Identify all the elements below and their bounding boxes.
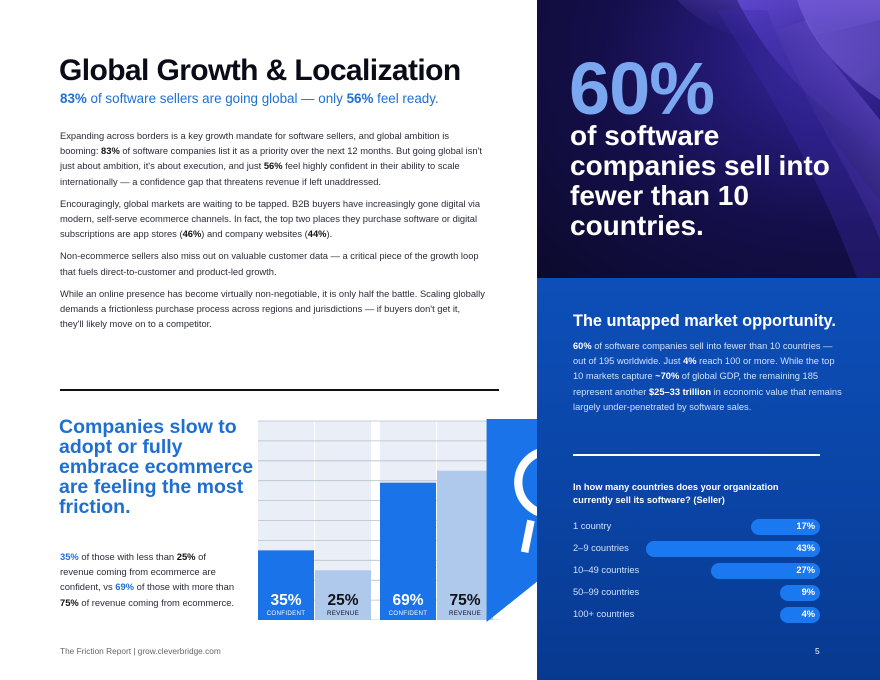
text: of revenue coming from ecommerce are con… <box>60 551 216 593</box>
bar-category: REVENUE <box>448 610 481 617</box>
countries-row-bar: 17% <box>751 519 820 535</box>
countries-row-value: 4% <box>801 609 815 619</box>
countries-row-bar: 27% <box>710 563 820 579</box>
text: of software companies list it as a prior… <box>60 146 482 172</box>
page-number: 5 <box>815 646 820 656</box>
body-paragraph-3: Non-ecommerce sellers also miss out on v… <box>60 251 479 277</box>
stat: 75% <box>60 596 79 608</box>
subtitle-pct-2: 56% <box>346 91 374 106</box>
bar-label-1: 35% CONFIDENT <box>258 592 314 618</box>
countries-row-label: 2–9 countries <box>573 543 629 553</box>
bar-1 <box>258 550 314 620</box>
text: of revenue coming from ecommerce. <box>78 596 235 608</box>
bar-4 <box>437 470 493 620</box>
stat: 4% <box>683 356 697 367</box>
countries-row-label: 10–49 countries <box>573 565 640 575</box>
stat: 46% <box>182 229 202 240</box>
callout-text: 35% of those with less than 25% of reven… <box>60 549 238 610</box>
page-subtitle: 83% of software sellers are going global… <box>60 91 439 106</box>
text: Expanding across borders is a key growth… <box>60 131 450 157</box>
bar-3 <box>380 482 436 620</box>
bar-label-4: 75% REVENUE <box>437 592 493 618</box>
text: of global GDP, the remaining 185 represe… <box>573 371 819 397</box>
stat: 56% <box>263 161 283 172</box>
ecommerce-confidence-chart: 35% CONFIDENT 25% REVENUE 69% CONFIDENT 75% REV… <box>252 417 614 622</box>
hero-stat-panel: 60% of software companies sell into fewe… <box>537 0 880 278</box>
subtitle-text-2: feel ready. <box>373 91 439 106</box>
countries-row-value: 9% <box>801 587 815 597</box>
countries-row-value: 43% <box>796 543 815 553</box>
panel-text: 60% of software companies sell into fewe… <box>573 339 843 415</box>
countries-row: 50–99 countries 9% <box>573 585 820 601</box>
countries-row-value: 17% <box>796 521 815 531</box>
chart-canvas <box>258 420 500 620</box>
footer-text: The Friction Report | grow.cleverbridge.… <box>60 646 221 656</box>
countries-row-bar: 9% <box>780 585 820 601</box>
text: ) and company websites ( <box>201 229 308 240</box>
subtitle-text-1: of software sellers are going global — o… <box>86 91 347 106</box>
bar-category: CONFIDENT <box>266 610 306 617</box>
survey-question: In how many countries does your organiza… <box>573 482 779 505</box>
text: of software companies sell into fewer th… <box>573 341 833 367</box>
stat: 60% <box>573 341 592 351</box>
bar-category: REVENUE <box>326 610 359 617</box>
abstract-swirl-graphic <box>677 0 880 278</box>
countries-row: 2–9 countries 43% <box>573 541 820 557</box>
bar-value: 75% <box>449 592 481 609</box>
countries-row-label: 100+ countries <box>573 609 635 619</box>
bar-label-3: 69% CONFIDENT <box>380 592 436 618</box>
countries-row: 10–49 countries 27% <box>573 563 820 579</box>
stat: 35% <box>60 551 79 562</box>
stat: ~70% <box>655 371 680 382</box>
body-text: Expanding across borders is a key growth… <box>60 129 485 339</box>
market-opportunity-panel: The untapped market opportunity. 60% of … <box>537 278 880 680</box>
section-divider <box>60 389 499 391</box>
stat: 69% <box>115 581 135 593</box>
bar-value: 35% <box>270 592 302 609</box>
body-paragraph-2: Encouragingly, global markets are waitin… <box>60 197 485 243</box>
stat: 44% <box>307 229 327 240</box>
countries-row: 1 country 17% <box>573 519 820 535</box>
bar-value: 69% <box>392 592 424 609</box>
text: reach 100 or more. While the top 10 mark… <box>573 356 835 382</box>
stat: 83% <box>101 146 120 157</box>
text: in economic value that remains largely u… <box>573 386 842 412</box>
bar-label-2: 25% REVENUE <box>315 592 371 618</box>
countries-row: 100+ countries 4% <box>573 607 820 623</box>
callout-heading: Companies slow to adopt or fully embrace… <box>59 416 254 518</box>
hero-percentage: 60% <box>569 47 715 130</box>
countries-row-value: 27% <box>796 565 815 575</box>
stat: $25–33 trillion <box>648 386 711 397</box>
hero-statement: of software companies sell into fewer th… <box>570 120 830 241</box>
bar-2 <box>315 570 371 620</box>
bar-category: CONFIDENT <box>388 610 428 617</box>
countries-row-label: 1 country <box>573 521 612 531</box>
text: Encouragingly, global markets are waitin… <box>60 198 481 240</box>
text: ). <box>326 229 333 240</box>
countries-row-label: 50–99 countries <box>573 587 640 597</box>
bar-value: 25% <box>327 592 359 609</box>
text: of those with more than <box>134 581 235 593</box>
body-paragraph-1: Expanding across borders is a key growth… <box>60 129 485 190</box>
countries-row-bar: 43% <box>645 541 820 557</box>
body-paragraph-4: While an online presence has become virt… <box>60 288 485 330</box>
text: of those with less than <box>78 551 177 562</box>
panel-divider <box>573 454 820 456</box>
subtitle-pct-1: 83% <box>60 91 87 106</box>
stat: 25% <box>176 551 196 562</box>
text: feel highly confident in their ability t… <box>60 161 460 187</box>
countries-row-bar: 4% <box>780 607 820 623</box>
panel-title: The untapped market opportunity. <box>573 312 836 330</box>
page-title: Global Growth & Localization <box>59 54 461 87</box>
